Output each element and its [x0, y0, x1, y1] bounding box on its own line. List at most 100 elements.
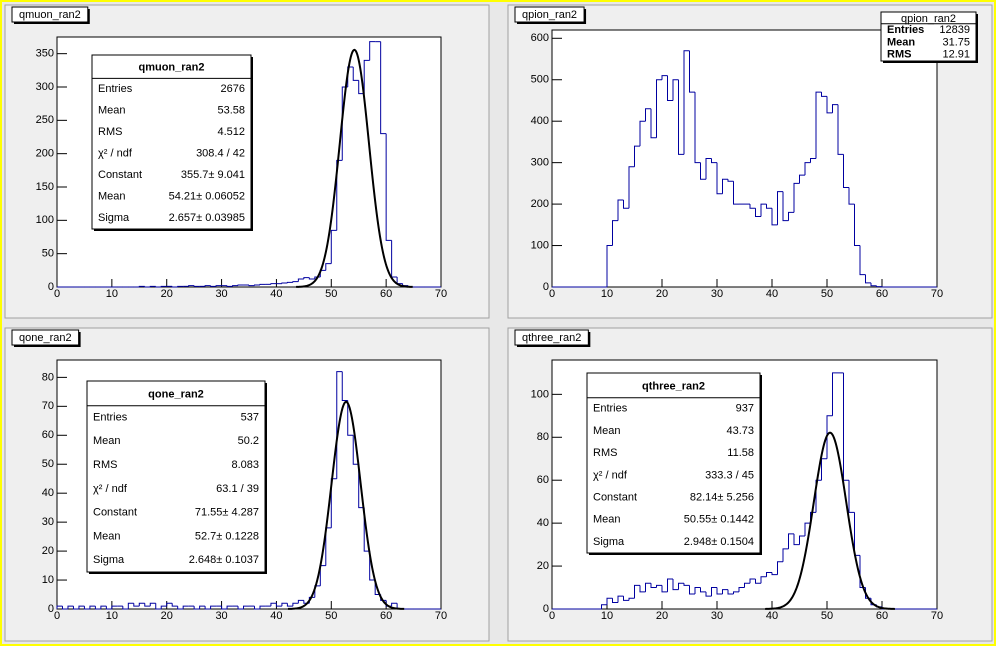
histogram-bin [667, 75, 673, 101]
y-tick-label: 200 [531, 198, 549, 210]
stats-value: 52.7± 0.1228 [195, 530, 259, 542]
histogram-bin [788, 211, 794, 221]
fit-curve [296, 48, 413, 288]
histogram-bin [221, 606, 228, 610]
histogram-bin [297, 599, 304, 604]
stats-value: 31.75 [942, 36, 970, 48]
histogram-bin [352, 435, 359, 465]
histogram-bin [722, 178, 728, 194]
x-tick-label: 30 [215, 610, 227, 622]
histogram-bin [859, 245, 866, 276]
stats-label: Mean [593, 425, 621, 437]
histogram-bin [111, 605, 118, 609]
histogram-bin [204, 285, 211, 287]
histogram-bin [634, 145, 640, 167]
histogram-bin [144, 286, 151, 288]
stats-value: 12.91 [942, 49, 970, 61]
histogram-bin [391, 602, 398, 607]
histogram-bin [330, 229, 337, 264]
histogram-bin [821, 92, 827, 97]
stats-label: RMS [98, 126, 122, 138]
x-tick-label: 10 [106, 288, 118, 300]
x-tick-label: 0 [549, 610, 555, 622]
stats-box [880, 11, 977, 62]
histogram-bin [385, 133, 392, 241]
histogram-bin [72, 606, 79, 610]
stats-value: 2676 [221, 83, 245, 95]
x-tick-label: 60 [876, 288, 888, 300]
histogram-bin [793, 533, 800, 546]
histogram-bin [226, 605, 233, 609]
x-tick-label: 70 [435, 610, 447, 622]
histogram-bin [837, 104, 844, 155]
histogram-bin [253, 284, 260, 286]
histogram-bin [749, 578, 756, 584]
histogram-bin [83, 606, 90, 610]
frame [551, 29, 938, 288]
histogram-bin [755, 208, 761, 218]
histogram-bin [760, 576, 767, 584]
stats-value: 4.512 [217, 126, 245, 138]
histogram-bin [793, 182, 800, 213]
x-tick-label: 0 [549, 288, 555, 300]
x-tick-label: 10 [106, 610, 118, 622]
x-tick-label: 50 [325, 610, 337, 622]
histogram-bin [810, 158, 816, 163]
histogram-bin [325, 263, 332, 271]
histogram-bin [67, 605, 74, 609]
histogram-bin [744, 582, 750, 588]
histogram-bin [155, 603, 162, 610]
histogram-bin [661, 585, 668, 593]
y-tick-label: 350 [36, 48, 54, 60]
histogram-bin [678, 582, 684, 590]
histogram-bin [727, 179, 734, 182]
histogram-bin [848, 187, 855, 205]
stats-title: qthree_ran2 [642, 380, 705, 392]
histogram-bin [100, 605, 107, 609]
y-tick-label: 100 [36, 214, 54, 226]
y-tick-label: 0 [543, 281, 549, 293]
histogram-bin [804, 522, 811, 537]
stats-box [586, 372, 761, 554]
stats-value: 54.21± 0.06052 [169, 191, 245, 203]
x-tick-label: 40 [766, 610, 778, 622]
histogram-bin [733, 181, 739, 205]
x-tick-label: 70 [435, 288, 447, 300]
x-tick-label: 0 [54, 288, 60, 300]
histogram-bin [380, 41, 387, 135]
x-tick-label: 40 [766, 288, 778, 300]
histogram-bin [815, 479, 822, 513]
y-tick-label: 0 [543, 603, 549, 615]
histogram-bin [771, 208, 778, 226]
histogram-bin [303, 277, 310, 279]
histogram-bin [606, 597, 613, 605]
histogram-bin [870, 282, 877, 287]
stats-title: qmuon_ran2 [138, 62, 204, 74]
stats-label: χ² / ndf [593, 469, 628, 481]
histogram-bin [612, 598, 618, 604]
stats-label: Mean [93, 435, 121, 447]
pad-title: qmuon_ran2 [19, 9, 81, 21]
histogram-bin [623, 199, 629, 209]
histogram-bin [138, 602, 145, 607]
histogram-bin [253, 606, 260, 610]
x-tick-label: 20 [656, 288, 668, 300]
y-tick-label: 100 [531, 388, 549, 400]
stats-box [91, 54, 252, 230]
histogram-bin [259, 605, 266, 609]
fit-curve [287, 400, 405, 610]
stats-label: Entries [887, 24, 924, 36]
stats-label: Mean [887, 36, 915, 48]
y-tick-label: 60 [537, 474, 549, 486]
pad-title-box [514, 329, 589, 346]
x-tick-label: 40 [270, 288, 282, 300]
histogram-bin [694, 587, 701, 594]
histogram-bin [799, 174, 805, 184]
histogram-bin [777, 561, 783, 575]
histogram-bin [347, 400, 354, 436]
histogram-bin [56, 605, 63, 609]
histogram-bin [628, 166, 635, 209]
histogram-bin [804, 162, 811, 176]
y-tick-label: 600 [531, 32, 549, 44]
stats-label: Entries [93, 411, 128, 423]
